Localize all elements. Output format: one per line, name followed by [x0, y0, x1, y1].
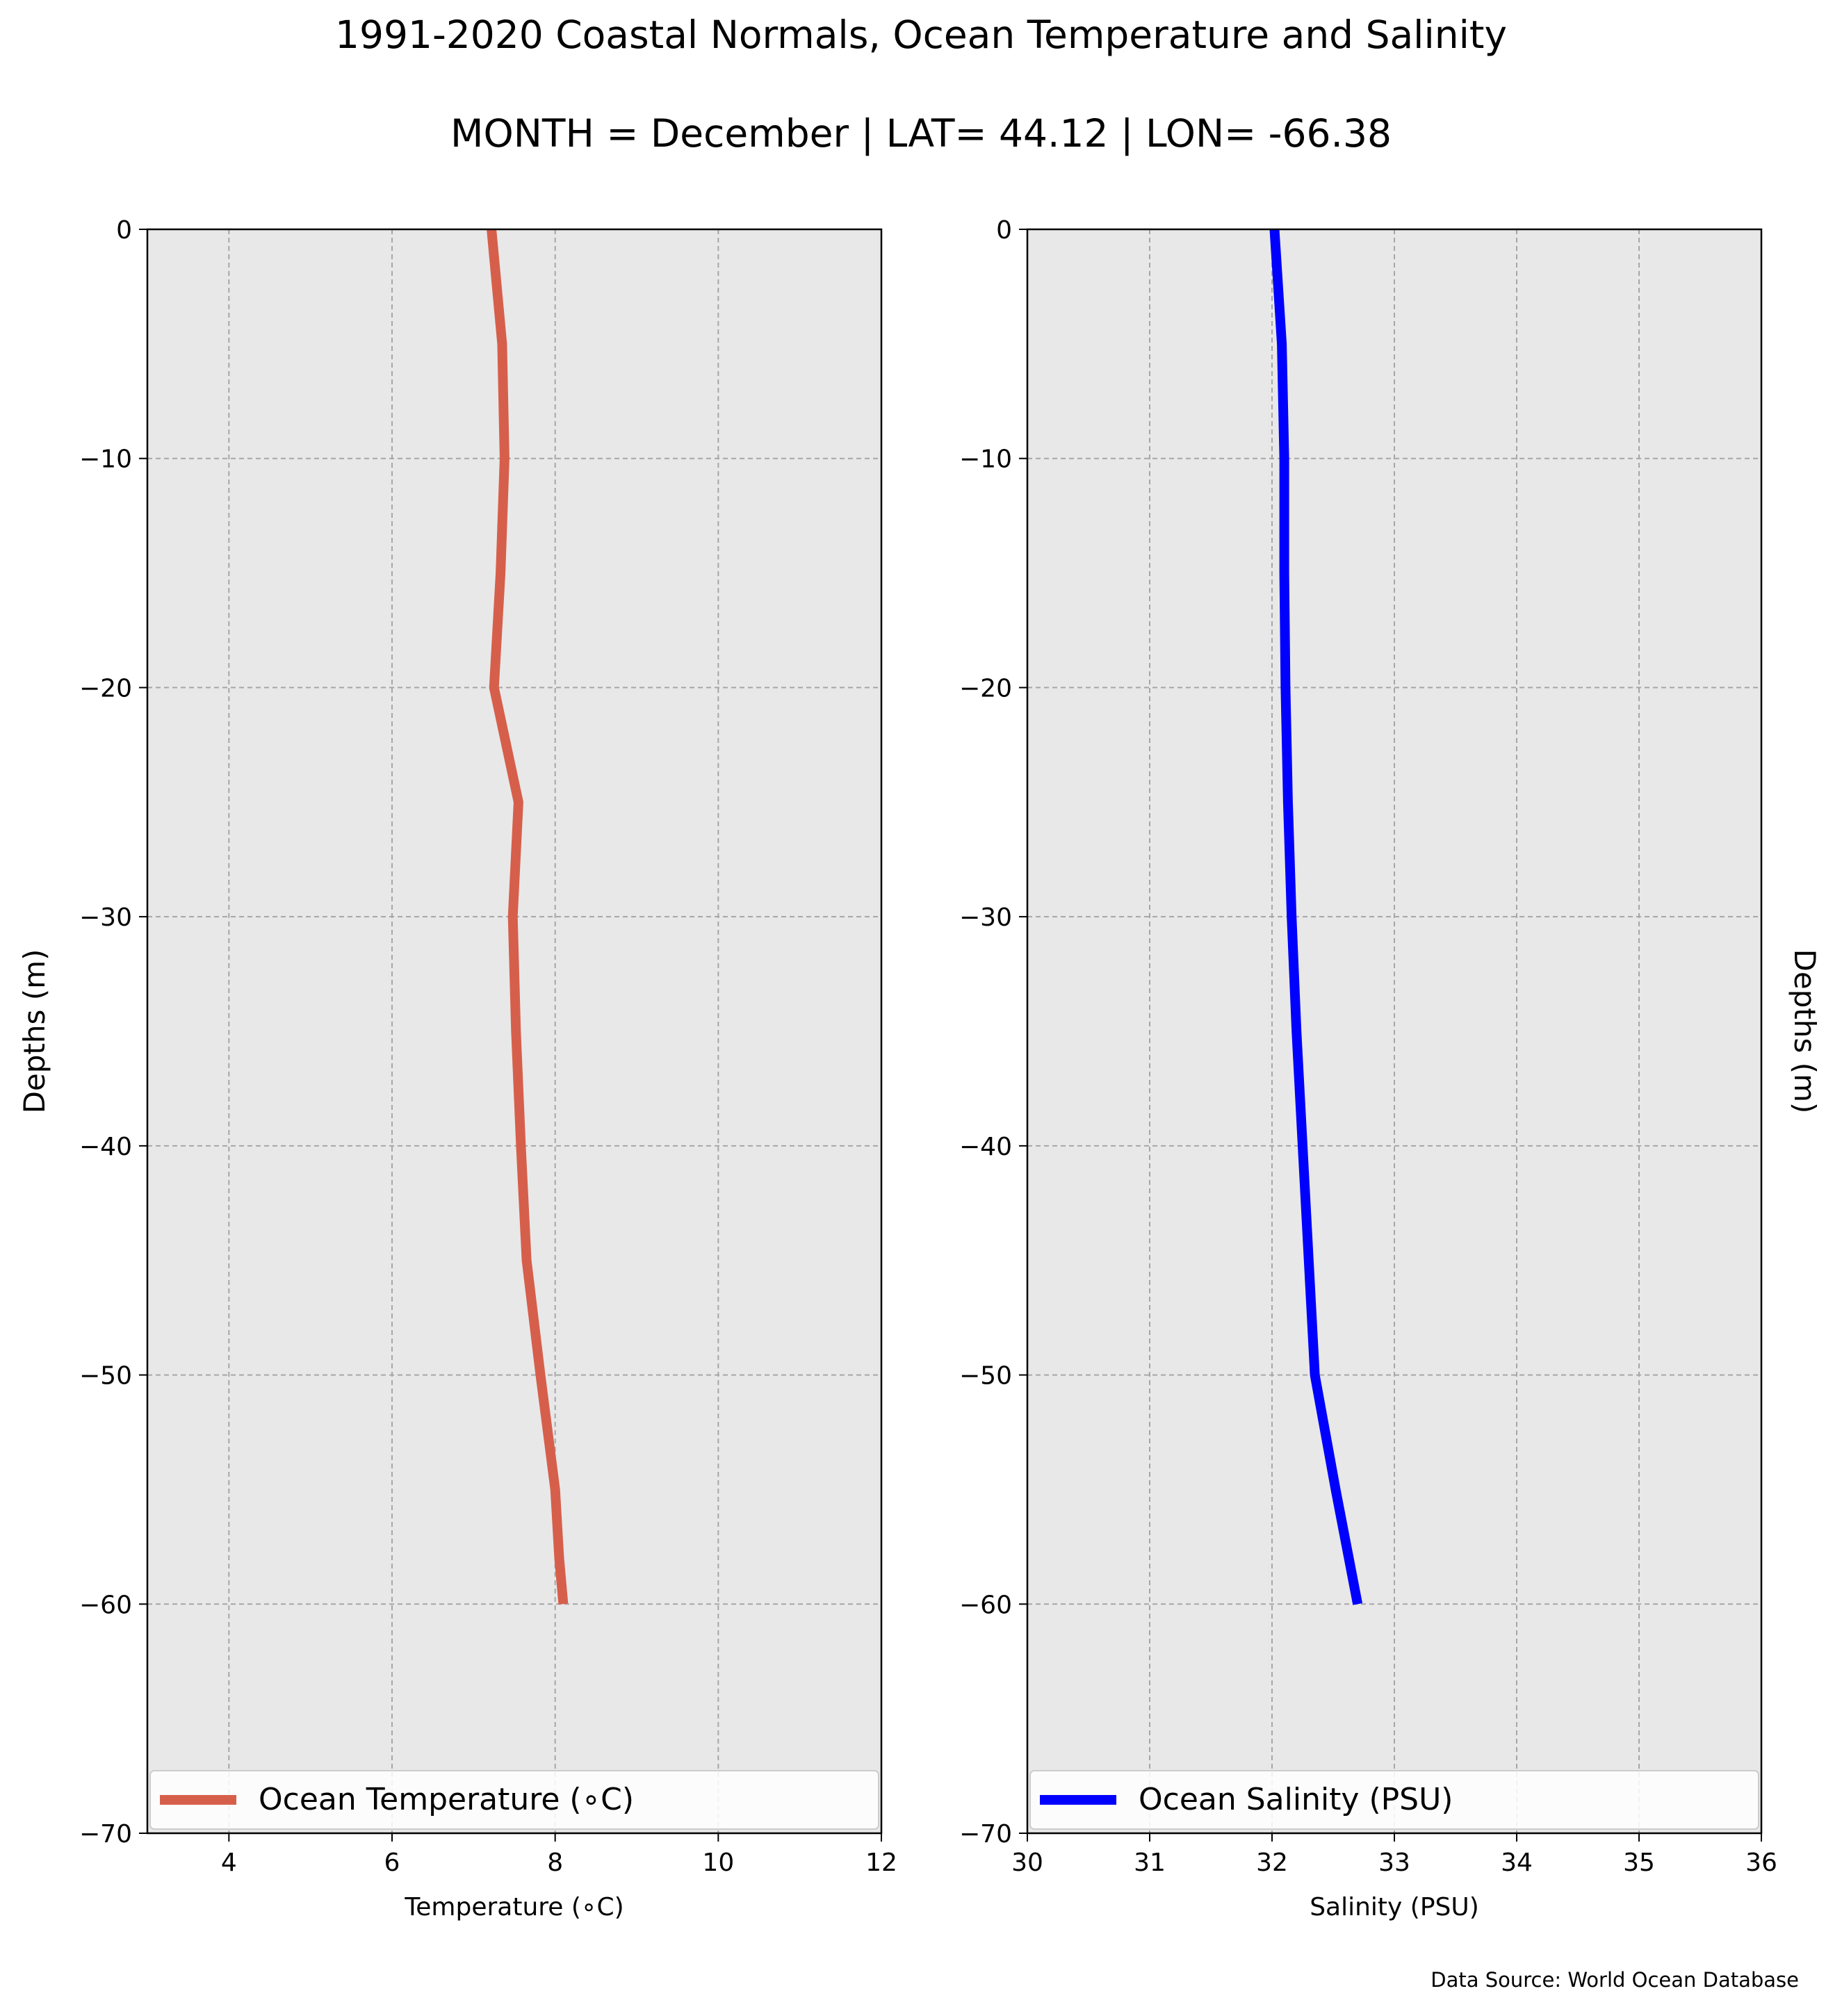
legend-label: Ocean Temperature (∘C) [259, 1782, 634, 1817]
x-tick-label: 36 [1745, 1849, 1777, 1877]
y-tick-label: −40 [79, 1133, 132, 1161]
y-tick-label: −10 [79, 445, 132, 474]
x-tick-label: 8 [547, 1849, 563, 1877]
panel-1: 4 6 8 10 12 0 −10 −20 −30 −40 −50 −60 −70 Temperature… [17, 216, 897, 1921]
legend: Ocean Salinity (PSU) [1029, 1770, 1759, 1830]
x-tick-label: 33 [1378, 1849, 1410, 1877]
legend: Ocean Temperature (∘C) [149, 1770, 879, 1830]
legend-box [149, 1770, 879, 1830]
y-axis-label: Depths (m) [1788, 949, 1822, 1114]
y-tick-label: −10 [959, 445, 1012, 474]
x-axis-label: Temperature (∘C) [404, 1893, 623, 1921]
y-tick-label: −20 [79, 674, 132, 703]
x-tick-label: 32 [1256, 1849, 1288, 1877]
y-tick-label: −30 [79, 903, 132, 932]
y-tick-label: −50 [79, 1362, 132, 1391]
y-tick-label: −20 [959, 674, 1012, 703]
y-tick-label: −70 [959, 1820, 1012, 1849]
x-tick-label: 12 [865, 1849, 897, 1877]
x-tick-label: 4 [221, 1849, 237, 1877]
y-tick-label: 0 [116, 216, 132, 245]
chart-title: 1991-2020 Coastal Normals, Ocean Tempera… [334, 13, 1507, 57]
x-tick-label: 31 [1134, 1849, 1166, 1877]
y-tick-label: −50 [959, 1362, 1012, 1391]
y-axis-label: Depths (m) [17, 949, 51, 1114]
y-tick-label: 0 [996, 216, 1012, 245]
x-tick-label: 35 [1623, 1849, 1655, 1877]
x-tick-label: 30 [1011, 1849, 1043, 1877]
panel-2: 30 31 32 33 34 35 36 0 −10 −20 −30 −40 −50 −60 −70 Sali… [959, 216, 1822, 1921]
data-source-note: Data Source: World Ocean Database [1431, 1968, 1799, 1992]
y-tick-label: −60 [79, 1591, 132, 1619]
series-line-1 [487, 229, 569, 1605]
y-tick-label: −40 [959, 1133, 1012, 1161]
legend-label: Ocean Salinity (PSU) [1139, 1782, 1453, 1817]
x-axis-label: Salinity (PSU) [1310, 1893, 1479, 1921]
y-tick-label: −30 [959, 903, 1012, 932]
x-tick-label: 34 [1501, 1849, 1533, 1877]
y-tick-label: −60 [959, 1591, 1012, 1619]
x-tick-label: 10 [702, 1849, 734, 1877]
chart-subtitle: MONTH = December | LAT= 44.12 | LON= -66… [450, 111, 1392, 156]
y-tick-label: −70 [79, 1820, 132, 1849]
x-tick-label: 6 [384, 1849, 400, 1877]
legend-box [1029, 1770, 1759, 1830]
series-line-1 [1269, 229, 1363, 1605]
plot-frame [146, 228, 883, 1835]
